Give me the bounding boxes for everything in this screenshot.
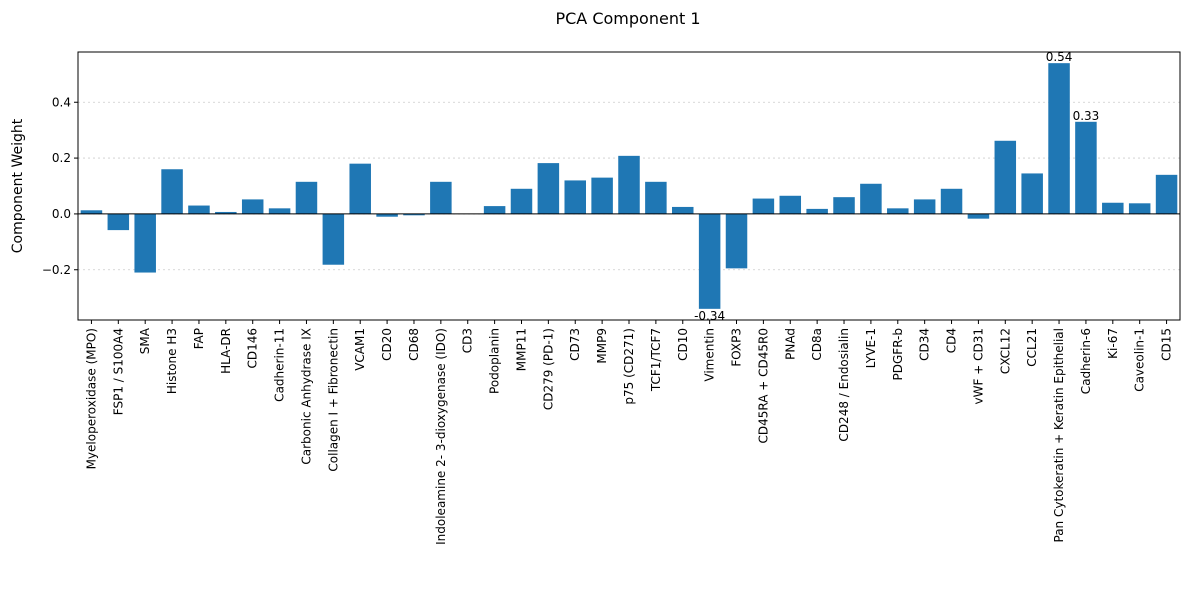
bar	[698, 213, 721, 309]
bar	[806, 208, 828, 214]
x-tick-label: MMP9	[595, 328, 609, 364]
bar	[940, 188, 963, 214]
x-tick-label: CD4	[945, 328, 959, 353]
y-axis-ticks: −0.2 0.0 0.2 0.4	[42, 95, 78, 277]
bar	[403, 213, 425, 216]
bar	[1075, 121, 1097, 214]
y-tick-label: 0.0	[52, 207, 71, 221]
bar	[1155, 174, 1178, 214]
x-tick-label: CXCL12	[998, 328, 1012, 374]
x-tick-label: Indoleamine 2- 3-dioxygenase (IDO)	[434, 328, 448, 545]
x-tick-label: PDGFR-b	[891, 328, 905, 380]
plot-frame	[77, 51, 1181, 321]
bar	[241, 199, 264, 214]
x-tick-label: CD68	[407, 328, 421, 361]
bar	[1102, 202, 1124, 214]
bar	[752, 198, 775, 214]
x-tick-label: TCF1/TCF7	[649, 328, 663, 392]
bar	[591, 177, 613, 214]
bar	[349, 163, 371, 214]
x-tick-label: Caveolin-1	[1133, 328, 1147, 392]
x-tick-label: PNAd	[783, 328, 797, 360]
bar	[913, 199, 936, 214]
x-tick-label: VCAM1	[353, 328, 367, 371]
bar	[322, 213, 345, 265]
bar	[376, 213, 398, 217]
x-tick-label: CD45RA + CD45R0	[756, 328, 770, 444]
x-tick-label: CD10	[676, 328, 690, 361]
x-tick-label: Myeloperoxidase (MPO)	[84, 328, 98, 469]
x-tick-label: FSP1 / S100A4	[111, 328, 125, 415]
data-label: -0.34	[694, 309, 725, 323]
x-tick-label: Podoplanin	[488, 328, 502, 394]
bar	[161, 169, 183, 214]
bar	[725, 213, 748, 269]
x-tick-label: SMA	[138, 327, 152, 354]
x-tick-label: CD248 / Endosialin	[837, 328, 851, 442]
chart-title: PCA Component 1	[555, 9, 700, 28]
bar	[80, 210, 103, 214]
y-tick-label: 0.2	[52, 151, 71, 165]
data-label: 0.33	[1073, 109, 1100, 123]
y-axis-title: Component Weight	[10, 118, 26, 253]
x-tick-label: Cadherin-6	[1079, 328, 1093, 394]
bar	[268, 208, 291, 214]
bar	[645, 181, 667, 214]
x-tick-label: Vimentin	[703, 328, 717, 382]
bar	[537, 163, 560, 214]
x-tick-label: CD146	[246, 328, 260, 369]
x-tick-label: CD3	[461, 328, 475, 353]
bar	[672, 206, 694, 214]
x-tick-label: CD15	[1160, 328, 1174, 361]
x-tick-label: Cadherin-11	[273, 328, 287, 402]
bar	[618, 155, 640, 214]
y-tick-label: 0.4	[52, 95, 71, 109]
bar	[188, 205, 210, 214]
bar	[833, 197, 855, 214]
x-tick-label: CD73	[568, 328, 582, 361]
bar	[107, 213, 130, 231]
x-tick-label: LYVE-1	[864, 328, 878, 368]
bar	[860, 183, 882, 214]
x-tick-label: Histone H3	[165, 328, 179, 394]
x-axis-ticks: Myeloperoxidase (MPO) FSP1 / S100A4 SMA His…	[84, 320, 1174, 545]
y-tick-label: −0.2	[42, 263, 71, 277]
bar	[564, 180, 586, 214]
bar	[779, 195, 802, 214]
bar	[510, 188, 533, 214]
bar	[1021, 173, 1043, 214]
data-labels: -0.34 0.54 0.33	[694, 50, 1099, 323]
x-tick-label: FAP	[192, 328, 206, 349]
x-tick-label: FOXP3	[730, 328, 744, 367]
bar	[1128, 203, 1151, 214]
bar	[215, 211, 237, 214]
x-tick-label: CD279 (PD-1)	[541, 328, 555, 410]
x-tick-label: CCL21	[1025, 328, 1039, 367]
x-tick-label: CD20	[380, 328, 394, 361]
data-label: 0.54	[1046, 50, 1073, 64]
bar	[483, 206, 506, 214]
x-tick-label: vWF + CD31	[971, 328, 985, 404]
bar	[430, 181, 452, 214]
x-tick-label: Pan Cytokeratin + Keratin Epithelial	[1052, 328, 1066, 543]
x-tick-label: MMP11	[514, 328, 528, 371]
bar	[1048, 63, 1070, 214]
x-tick-label: p75 (CD271)	[622, 328, 636, 405]
x-tick-label: Carbonic Anhydrase IX	[299, 328, 313, 465]
x-tick-label: CD34	[918, 328, 932, 361]
bar	[295, 181, 318, 214]
x-tick-label: HLA-DR	[219, 328, 233, 374]
x-tick-label: CD8a	[810, 328, 824, 361]
x-tick-label: Ki-67	[1106, 328, 1120, 359]
bars	[80, 63, 1178, 309]
x-tick-label: Collagen I + Fibronectin	[326, 328, 340, 472]
bar	[967, 213, 990, 219]
bar	[134, 213, 156, 273]
bar	[994, 140, 1017, 214]
bar	[887, 208, 909, 214]
